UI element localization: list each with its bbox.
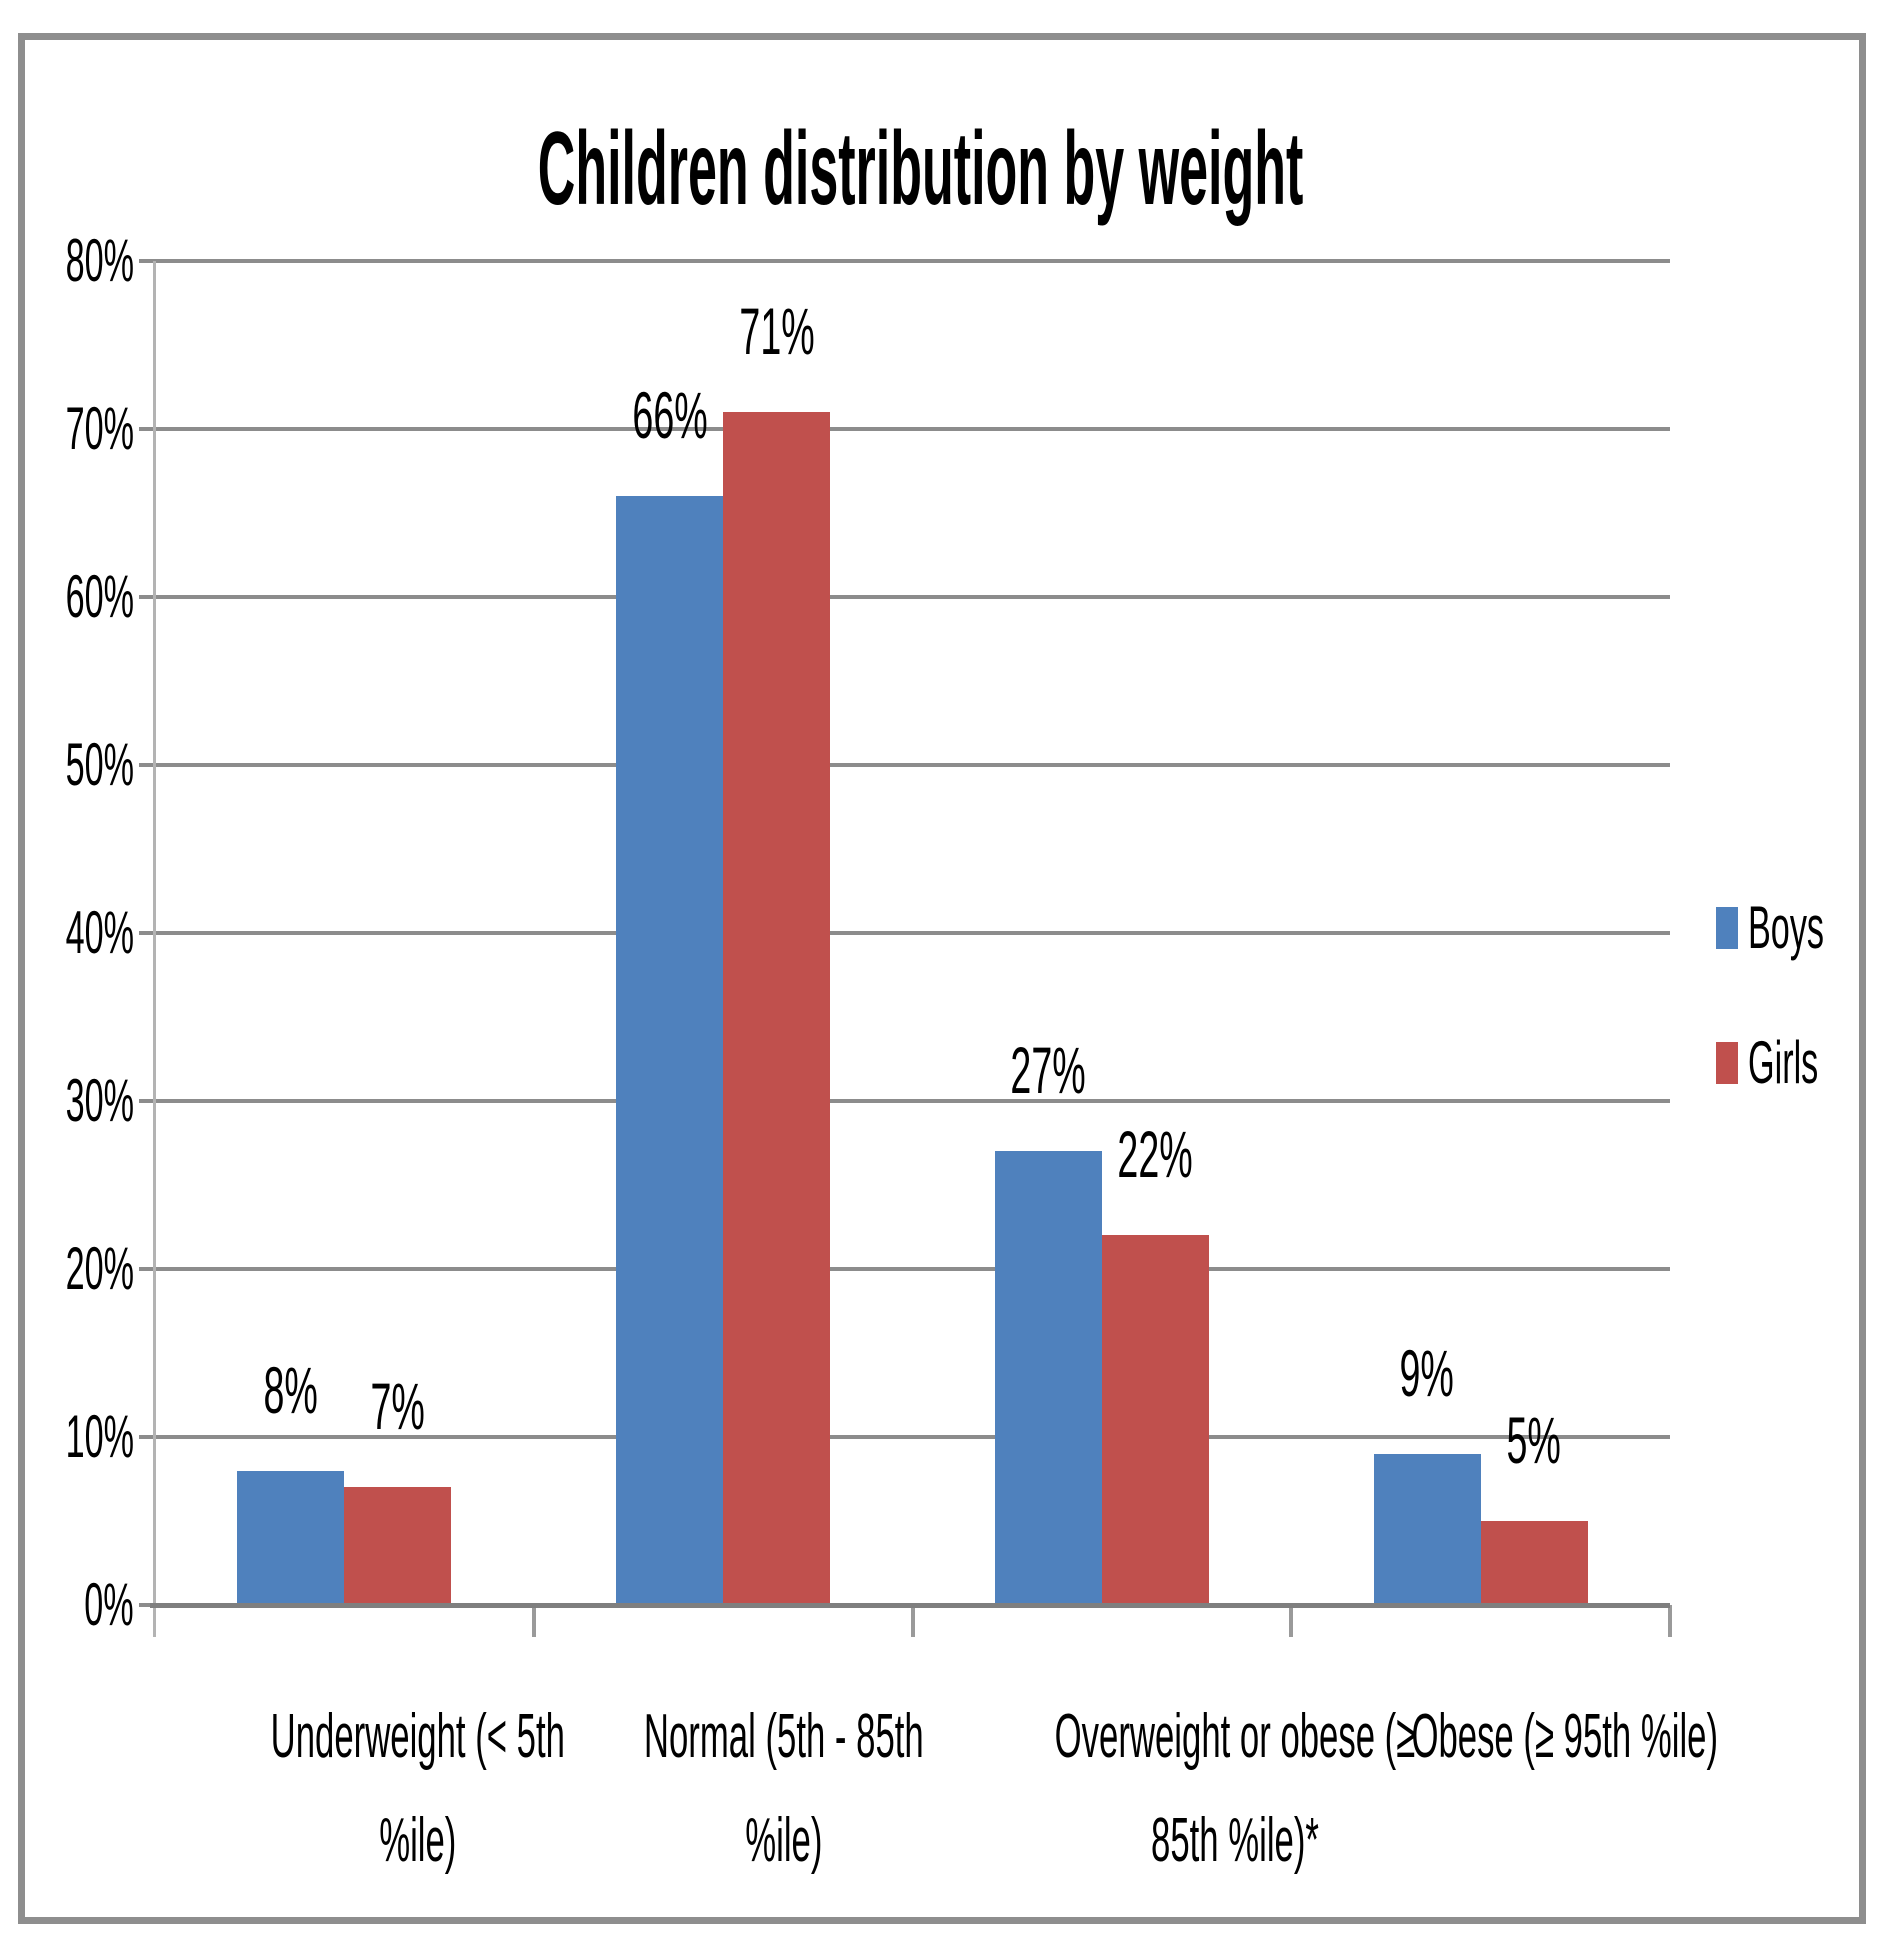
bar-label-boys-3: 9% [1399,1335,1455,1410]
gridline [155,1267,1670,1271]
gridline [155,427,1670,431]
y-axis-label: 60% [65,563,134,630]
y-axis-label: 10% [65,1403,134,1470]
legend-swatch-boys [1716,906,1738,949]
y-axis-label: 30% [65,1067,134,1134]
legend-label-boys: Boys [1748,894,1825,961]
bar-boys-1 [616,496,724,1605]
bar-boys-3 [1373,1453,1481,1605]
category-tick [910,1605,915,1637]
bar-label-boys-1: 66% [631,378,708,453]
y-axis-tick [139,427,155,431]
bar-girls-1 [723,412,831,1605]
y-axis-tick [139,931,155,935]
bar-label-girls-1: 71% [738,294,815,369]
category-label-0: Underweight (< 5th %ile) [270,1702,565,1875]
y-axis-label: 50% [65,731,134,798]
bar-girls-0 [344,1487,452,1605]
chart-border [18,33,1866,1924]
chart-title-text: Children distribution by weight [537,111,1304,227]
gridline [155,931,1670,935]
bar-label-boys-2: 27% [1010,1033,1087,1108]
bar-label-girls-0: 7% [370,1369,426,1444]
y-axis-line [153,261,156,1637]
y-axis-label: 70% [65,395,134,462]
bar-girls-2 [1101,1235,1209,1605]
gridline [155,1099,1670,1103]
bar-boys-0 [237,1470,345,1605]
category-tick [1668,1605,1672,1637]
y-axis-tick [139,1435,155,1439]
category-label-2: Overweight or obese (≥ 85th %ile)* [1054,1702,1415,1875]
bar-label-girls-3: 5% [1506,1403,1562,1477]
category-tick [1289,1605,1294,1637]
gridline [155,763,1670,767]
legend-swatch-girls [1716,1041,1738,1084]
legend-label-girls: Girls [1748,1029,1819,1096]
bar-boys-2 [994,1151,1102,1605]
x-axis-line [150,1603,1670,1608]
gridline [155,259,1670,263]
bar-girls-3 [1480,1521,1588,1605]
category-label-3: Obese (≥ 95th %ile) [1411,1702,1719,1771]
y-axis-label: 40% [65,899,134,966]
chart-title: Children distribution by weight [155,110,1670,229]
y-axis-label: 80% [65,227,134,294]
y-axis-tick [139,1603,155,1607]
y-axis-label: 0% [84,1571,134,1638]
legend-item-boys: Boys [1716,893,1881,962]
legend-item-girls: Girls [1716,1028,1871,1097]
bar-label-girls-2: 22% [1117,1117,1194,1192]
y-axis-tick [139,259,155,263]
y-axis-tick [139,1267,155,1271]
gridline [155,1435,1670,1439]
y-axis-tick [139,595,155,599]
y-axis-label: 20% [65,1235,134,1302]
gridline [155,595,1670,599]
category-tick [531,1605,536,1637]
y-axis-tick [139,763,155,767]
category-label-1: Normal (5th - 85th %ile) [643,1702,924,1875]
bar-label-boys-0: 8% [263,1352,319,1427]
y-axis-tick [139,1099,155,1103]
